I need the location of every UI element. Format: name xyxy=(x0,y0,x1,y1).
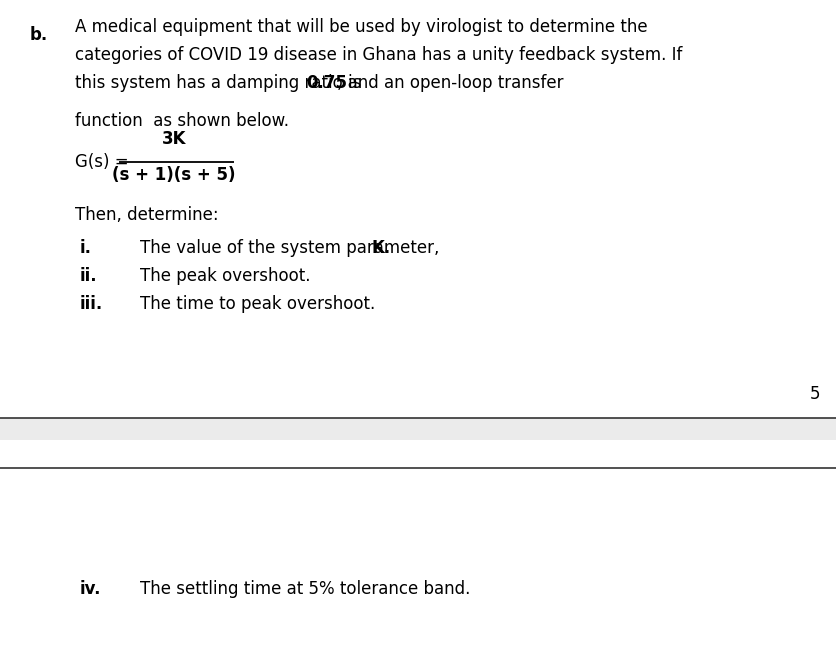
Text: (s + 1)(s + 5): (s + 1)(s + 5) xyxy=(112,166,236,184)
Text: function  as shown below.: function as shown below. xyxy=(75,112,289,130)
Text: The value of the system parameter,: The value of the system parameter, xyxy=(140,239,445,257)
Text: categories of COVID 19 disease in Ghana has a unity feedback system. If: categories of COVID 19 disease in Ghana … xyxy=(75,46,682,64)
Text: K.: K. xyxy=(372,239,391,257)
Text: G(s) =: G(s) = xyxy=(75,153,129,171)
Text: The settling time at 5% tolerance band.: The settling time at 5% tolerance band. xyxy=(140,580,471,598)
Text: The peak overshoot.: The peak overshoot. xyxy=(140,267,310,285)
Bar xyxy=(0,418,836,440)
Text: iv.: iv. xyxy=(80,580,101,598)
Text: The time to peak overshoot.: The time to peak overshoot. xyxy=(140,295,375,313)
Text: this system has a damping ratio is: this system has a damping ratio is xyxy=(75,74,367,92)
Text: 0.75: 0.75 xyxy=(307,74,348,92)
Text: Then, determine:: Then, determine: xyxy=(75,206,219,224)
Text: ii.: ii. xyxy=(80,267,98,285)
Text: A medical equipment that will be used by virologist to determine the: A medical equipment that will be used by… xyxy=(75,18,648,36)
Text: b.: b. xyxy=(30,26,48,44)
Text: iii.: iii. xyxy=(80,295,104,313)
Text: i.: i. xyxy=(80,239,92,257)
Text: 3K: 3K xyxy=(161,130,186,148)
Text: , and an open-loop transfer: , and an open-loop transfer xyxy=(337,74,563,92)
Text: 5: 5 xyxy=(809,385,820,403)
